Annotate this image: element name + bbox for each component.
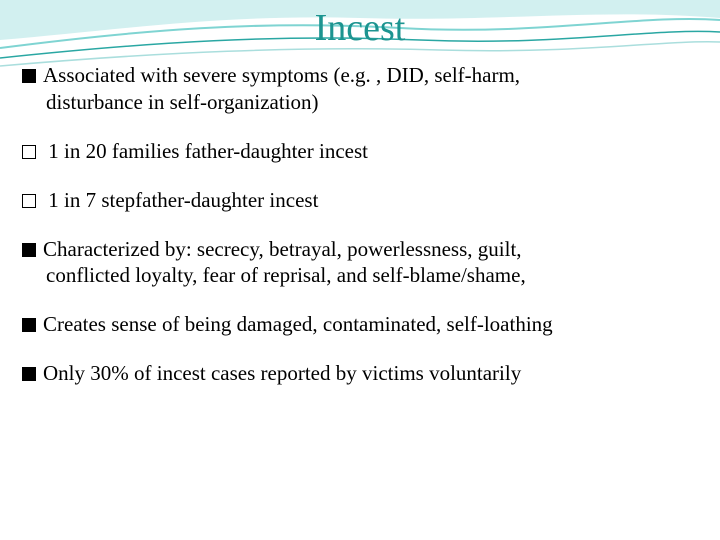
bullet-text: Associated with severe symptoms (e.g. , … [43,63,520,87]
bullet-item: Characterized by: secrecy, betrayal, pow… [22,236,698,290]
slide-content: Associated with severe symptoms (e.g. , … [0,54,720,387]
bullet-text: Characterized by: secrecy, betrayal, pow… [43,237,522,261]
bullet-marker-icon [22,194,36,208]
bullet-text: 1 in 7 stepfather-daughter incest [43,188,318,212]
bullet-text-cont: conflicted loyalty, fear of reprisal, an… [46,262,698,289]
bullet-marker-icon [22,145,36,159]
bullet-item: 1 in 7 stepfather-daughter incest [22,187,698,214]
bullet-text: 1 in 20 families father-daughter incest [43,139,368,163]
bullet-text: Only 30% of incest cases reported by vic… [43,361,521,385]
bullet-marker-icon [22,69,36,83]
bullet-marker-icon [22,318,36,332]
bullet-item: Only 30% of incest cases reported by vic… [22,360,698,387]
bullet-text: Creates sense of being damaged, contamin… [43,312,553,336]
slide-title: Incest [0,0,720,54]
bullet-item: Creates sense of being damaged, contamin… [22,311,698,338]
bullet-item: 1 in 20 families father-daughter incest [22,138,698,165]
bullet-item: Associated with severe symptoms (e.g. , … [22,62,698,116]
bullet-marker-icon [22,243,36,257]
bullet-marker-icon [22,367,36,381]
bullet-text-cont: disturbance in self-organization) [46,89,698,116]
